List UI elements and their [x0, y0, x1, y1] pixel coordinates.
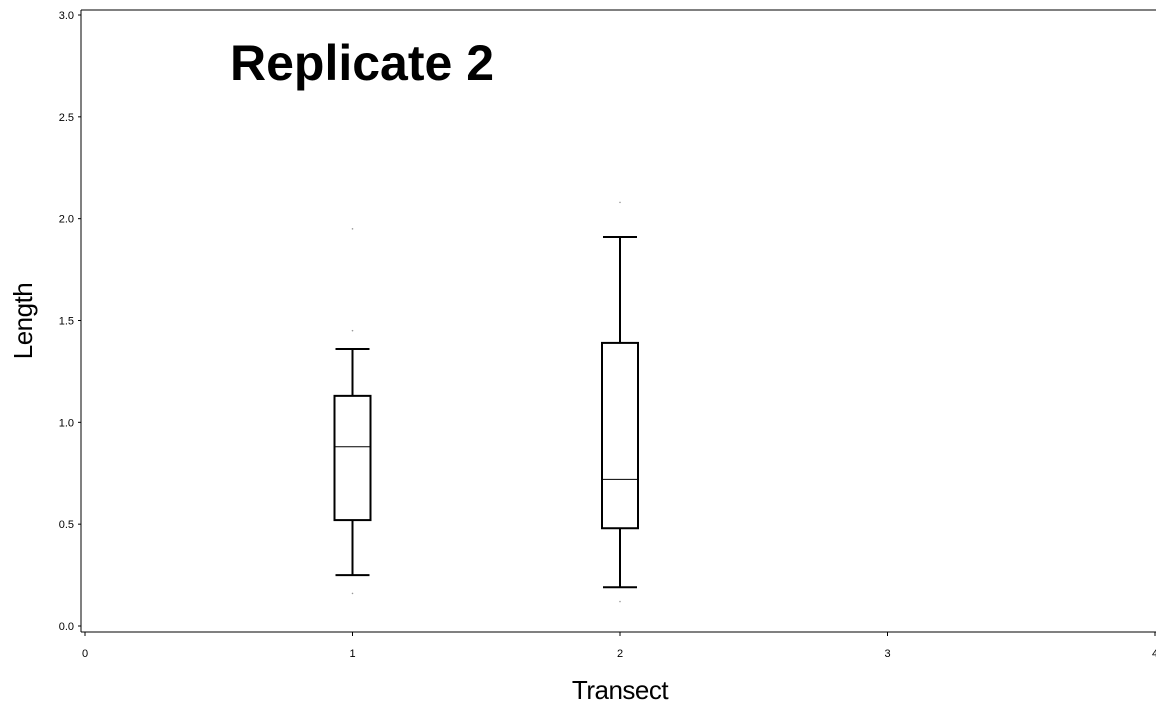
plot-frame [80, 9, 1156, 633]
box-transect-2 [601, 235, 639, 589]
outlier-point [351, 228, 354, 230]
y-tick-label: 2.0 [59, 214, 74, 226]
y-tick-label: 0.0 [59, 621, 74, 633]
y-tick-label: 0.5 [59, 519, 74, 531]
x-tick-label: 1 [349, 648, 355, 660]
x-axis-title: Transect [572, 675, 669, 705]
outlier-point [351, 592, 354, 595]
y-tick-label: 1.0 [59, 417, 74, 429]
x-axis-ticks: 0 1 2 3 4 [82, 632, 1156, 660]
box-iqr [601, 341, 639, 530]
y-tick-label: 1.5 [59, 316, 74, 328]
box-transect-1 [333, 348, 372, 577]
x-tick-label: 2 [617, 648, 623, 660]
y-axis-ticks: 0.0 0.5 1.0 1.5 2.0 2.5 3.0 [59, 10, 81, 633]
x-tick-label: 0 [82, 648, 88, 660]
y-tick-label: 3.0 [59, 10, 74, 22]
outlier-point [619, 201, 621, 204]
x-tick-label: 4 [1152, 648, 1156, 660]
chart-title: Replicate 2 [230, 35, 494, 91]
outlier-points [351, 201, 621, 603]
box-iqr [333, 394, 372, 522]
outlier-point [351, 329, 354, 332]
outlier-point [619, 600, 621, 603]
y-tick-label: 2.5 [59, 112, 74, 124]
box-series [333, 235, 639, 589]
y-axis-title: Length [8, 283, 38, 360]
x-tick-label: 3 [884, 648, 890, 660]
